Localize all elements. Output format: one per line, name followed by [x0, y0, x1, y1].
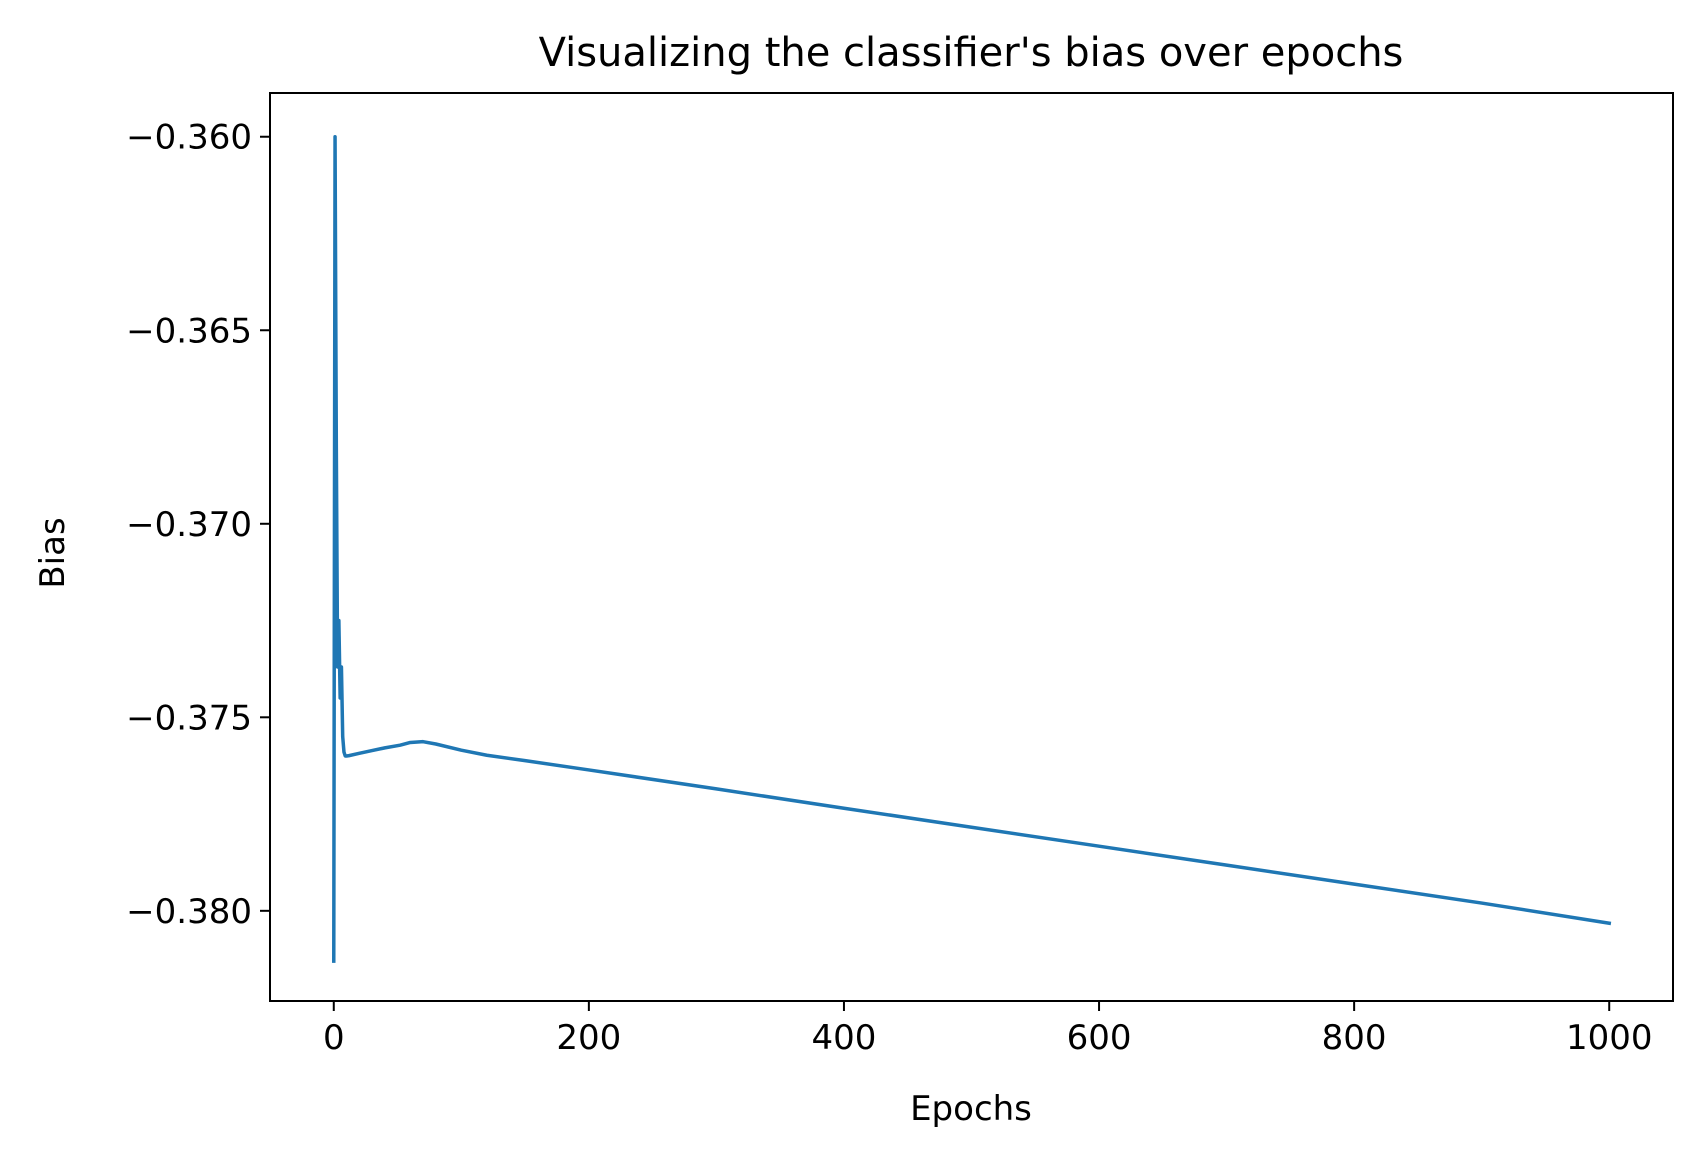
x-tick-label: 200 [556, 1018, 621, 1058]
y-tick-label: −0.360 [126, 118, 252, 158]
y-axis-label: Bias [33, 517, 73, 588]
series-layer [332, 134, 1612, 963]
x-axis-ticks: 0 200 400 600 800 1000 [323, 1001, 1653, 1058]
x-tick-label: 1000 [1566, 1018, 1653, 1058]
series-line [332, 134, 1612, 963]
x-axis-label: Epochs [910, 1089, 1032, 1129]
y-tick-label: −0.380 [126, 892, 252, 932]
y-axis-ticks: −0.360 −0.365 −0.370 −0.375 −0.380 [126, 118, 270, 932]
y-tick-label: −0.375 [126, 698, 252, 738]
y-tick-label: −0.370 [126, 505, 252, 545]
x-tick-label: 600 [1067, 1018, 1132, 1058]
x-tick-label: 400 [812, 1018, 877, 1058]
y-tick-label: −0.365 [126, 311, 252, 351]
plot-area [270, 93, 1673, 1001]
x-tick-label: 0 [323, 1018, 345, 1058]
plot-frame [269, 92, 1674, 1002]
chart-title: Visualizing the classifier's bias over e… [539, 30, 1404, 76]
x-tick-label: 800 [1322, 1018, 1387, 1058]
